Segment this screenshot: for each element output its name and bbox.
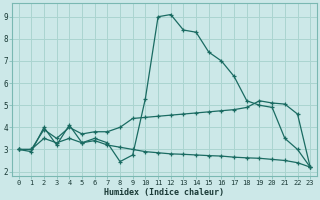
X-axis label: Humidex (Indice chaleur): Humidex (Indice chaleur) (104, 188, 224, 197)
